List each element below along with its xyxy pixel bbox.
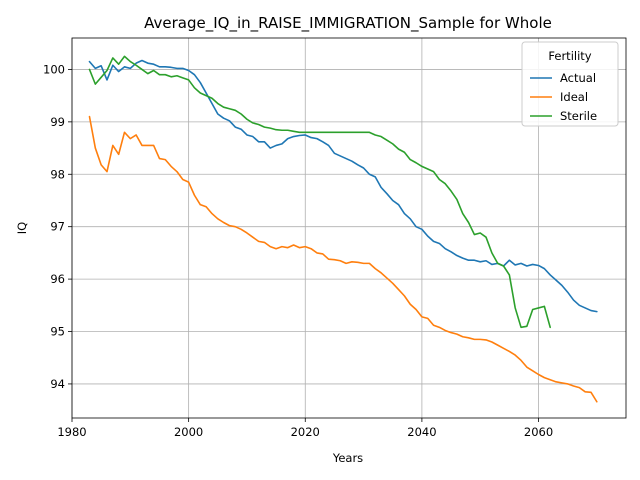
legend-label-actual: Actual bbox=[560, 71, 596, 85]
plot-frame bbox=[71, 37, 627, 419]
legend-label-sterile: Sterile bbox=[560, 109, 597, 123]
legend: Fertility Actual Ideal Sterile bbox=[521, 41, 619, 127]
x-tick-label: 2040 bbox=[407, 425, 436, 439]
x-tick-label: 1980 bbox=[57, 425, 86, 439]
legend-entries: Actual Ideal Sterile bbox=[530, 71, 597, 123]
y-tick-label: 100 bbox=[43, 62, 65, 76]
y-tick-label: 95 bbox=[50, 325, 65, 339]
x-axis-label: Years bbox=[332, 451, 363, 465]
x-tick-label: 2000 bbox=[174, 425, 203, 439]
chart-title: Average_IQ_in_RAISE_IMMIGRATION_Sample f… bbox=[144, 14, 552, 33]
series-lines bbox=[88, 55, 598, 403]
legend-label-ideal: Ideal bbox=[560, 90, 588, 104]
x-tick-label: 2020 bbox=[291, 425, 320, 439]
legend-box bbox=[521, 41, 619, 127]
grid bbox=[71, 38, 626, 418]
y-tick-label: 96 bbox=[50, 272, 65, 286]
series-line-actual bbox=[88, 59, 598, 313]
y-tick-label: 98 bbox=[50, 167, 65, 181]
y-tick-label: 99 bbox=[50, 115, 65, 129]
legend-title: Fertility bbox=[548, 49, 591, 63]
y-tick-label: 97 bbox=[50, 220, 65, 234]
y-tick-label: 94 bbox=[50, 377, 65, 391]
axis-ticks: 1980 2000 2020 2040 2060 94 95 96 97 98 99 100 bbox=[43, 62, 553, 439]
x-tick-label: 2060 bbox=[524, 425, 553, 439]
series-line-ideal bbox=[88, 115, 598, 403]
series-line-sterile bbox=[88, 55, 551, 329]
y-axis-label: IQ bbox=[15, 222, 29, 234]
